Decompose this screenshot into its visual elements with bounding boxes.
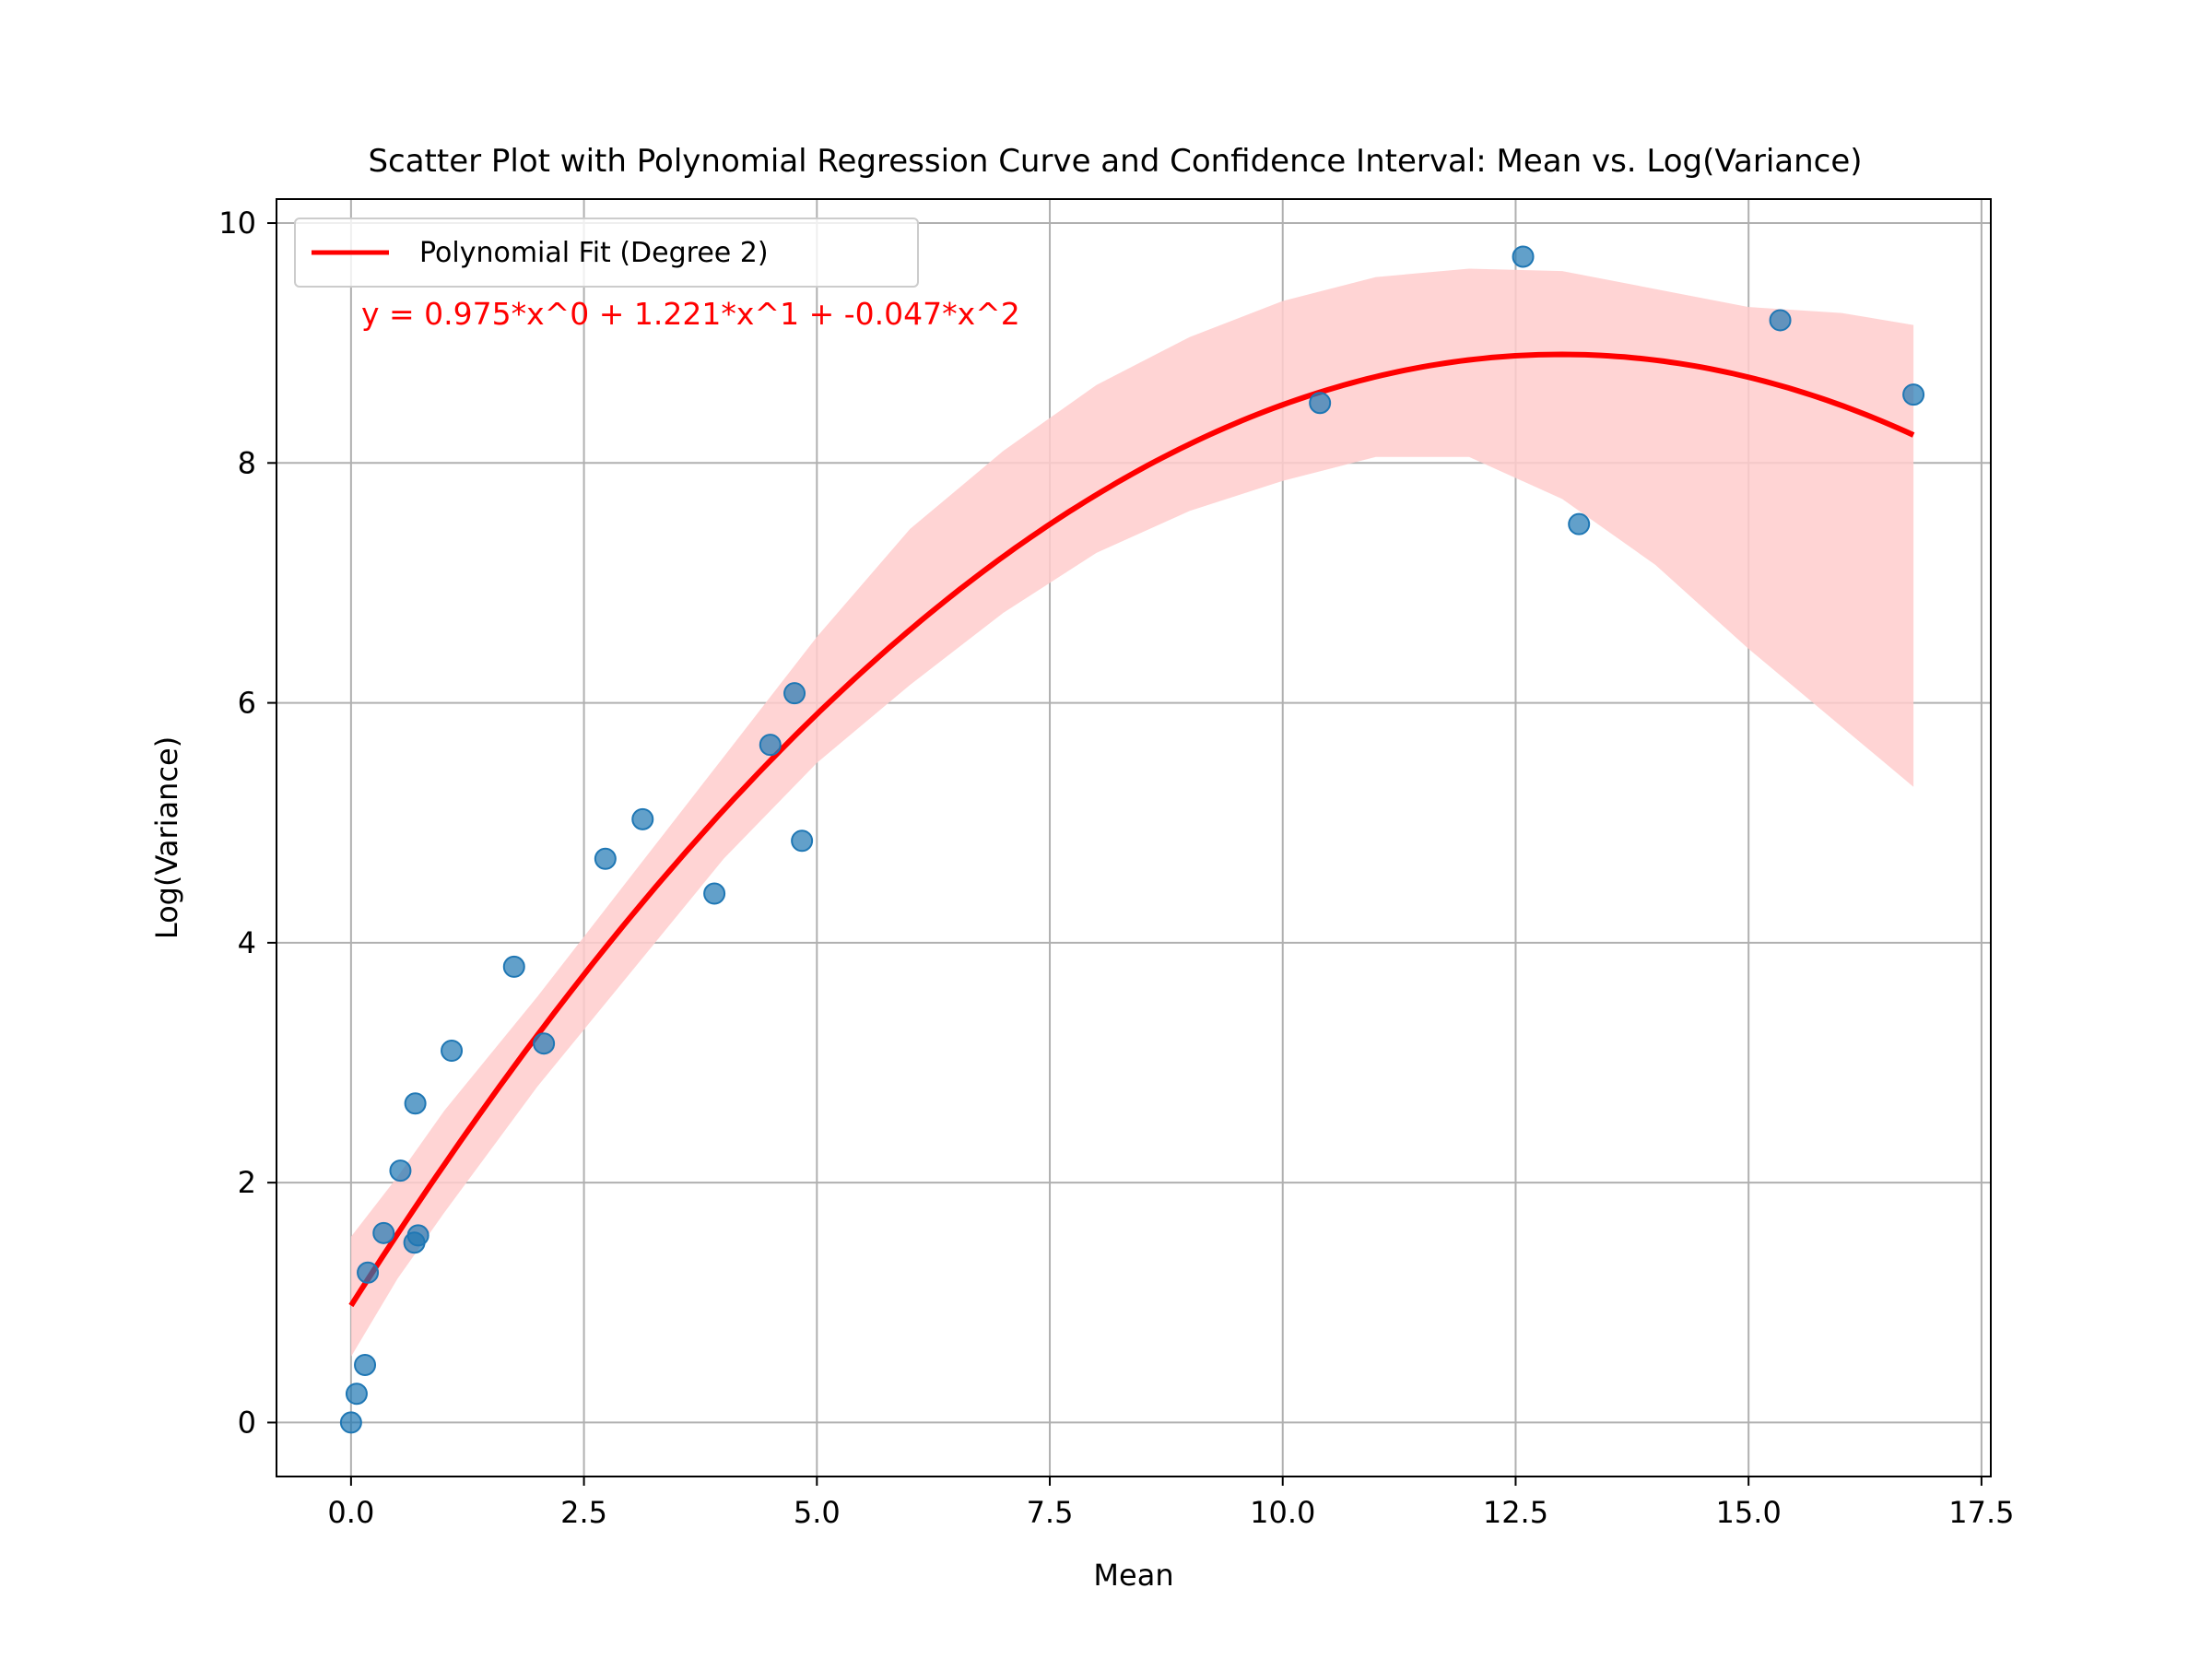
chart-title: Scatter Plot with Polynomial Regression … [368,143,1862,180]
y-tick-label: 2 [238,1165,256,1200]
scatter-point [631,807,654,830]
x-tick-label: 2.5 [560,1495,607,1530]
scatter-point [354,1353,377,1376]
scatter-point [404,1092,427,1115]
scatter-point [594,847,617,870]
legend-box [294,218,919,288]
scatter-point [406,1224,429,1247]
scatter-point [1309,392,1332,415]
scatter-point [533,1032,556,1055]
y-axis-ticks: 0 2 4 6 8 10 [218,206,276,1440]
scatter-point [783,682,806,705]
scatter-point [357,1261,380,1284]
legend-label: Polynomial Fit (Degree 2) [419,237,769,269]
confidence-band [350,268,1914,1357]
scatter-point [339,1411,362,1434]
x-tick-label: 0.0 [327,1495,374,1530]
scatter-point [372,1221,395,1244]
scatter-point [759,734,782,757]
polynomial-fit-line [348,351,1915,1308]
scatter-point [703,882,726,905]
scatter-point [1769,309,1792,332]
scatter-point [1902,383,1925,406]
y-tick-label: 10 [218,206,256,241]
scatter-point [1568,512,1591,535]
x-tick-label: 12.5 [1483,1495,1548,1530]
legend: Polynomial Fit (Degree 2) [294,218,919,288]
scatter-point [389,1159,412,1182]
y-tick-label: 4 [238,925,256,960]
y-axis-label: Log(Variance) [149,736,184,939]
x-tick-label: 17.5 [1948,1495,2014,1530]
x-tick-label: 15.0 [1716,1495,1782,1530]
scatter-point [441,1040,464,1062]
scatter-point [502,955,525,978]
x-axis-label: Mean [1093,1558,1173,1593]
x-tick-label: 7.5 [1027,1495,1074,1530]
y-tick-label: 0 [238,1405,256,1440]
y-tick-label: 6 [238,686,256,721]
x-tick-label: 10.0 [1250,1495,1315,1530]
x-axis-ticks: 0.0 2.5 5.0 7.5 10.0 12.5 15.0 17.5 [327,1477,2015,1530]
scatter-point [791,830,814,853]
x-tick-label: 5.0 [794,1495,841,1530]
scatter-points [339,245,1925,1434]
confidence-band-layer [350,268,1914,1357]
plot-frame [276,198,1992,1477]
y-tick-label: 8 [238,445,256,480]
fit-line-layer [348,351,1915,1308]
scatter-point [345,1382,368,1406]
scatter-point [1512,245,1535,268]
equation-annotation: y = 0.975*x^0 + 1.221*x^1 + -0.047*x^2 [361,296,1020,332]
